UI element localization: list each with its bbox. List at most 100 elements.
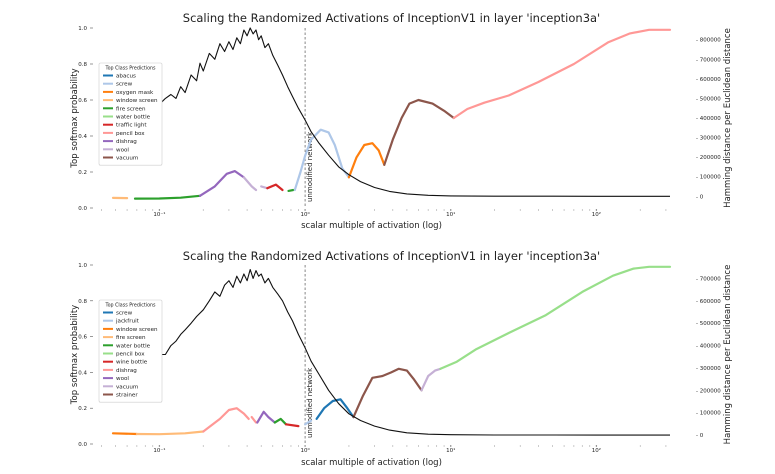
x-tick-label: 10⁻¹: [153, 447, 165, 454]
legend-entry-label: dishrag: [116, 139, 137, 145]
x-minor-tick: [115, 210, 116, 211]
x-minor-tick: [436, 210, 437, 211]
y2-tick-label: - 500000: [696, 96, 721, 102]
x-minor-tick: [127, 446, 128, 447]
legend-entry-label: strainer: [116, 393, 138, 399]
x-tick-label: 10¹: [446, 447, 455, 454]
legend-entry-label: water bottle: [116, 343, 151, 349]
probability-segment: [317, 399, 354, 419]
legend-entry-label: oxygen mask: [116, 90, 154, 96]
x-minor-tick: [589, 446, 590, 447]
x-minor-tick: [291, 210, 292, 211]
x-minor-tick: [261, 210, 262, 211]
x-axis-label: scalar multiple of activation (log): [301, 221, 442, 231]
x-minor-tick: [145, 446, 146, 447]
x-minor-tick: [564, 210, 565, 211]
legend-entry-label: window screen: [116, 327, 158, 333]
x-minor-tick: [665, 210, 666, 211]
x-minor-tick: [564, 446, 565, 447]
legend-entry-label: water bottle: [116, 115, 151, 121]
x-minor-tick: [444, 210, 445, 211]
probability-segment: [275, 419, 286, 424]
y2-tick-label: - 400000: [696, 344, 721, 350]
y-tick-label: 0.2: [78, 170, 87, 176]
x-minor-tick: [136, 210, 137, 211]
x-tick-label: 10¹: [446, 211, 455, 218]
x-minor-tick: [115, 446, 116, 447]
x-minor-tick: [418, 446, 419, 447]
x-tick-label: 10²: [592, 447, 601, 454]
x-minor-tick: [392, 446, 393, 447]
probability-segment: [295, 130, 349, 190]
y2-axis-label: Hamming distance per Euclidean distance: [723, 28, 733, 208]
x-minor-tick: [145, 210, 146, 211]
x-minor-tick: [304, 445, 305, 446]
x-minor-tick: [538, 446, 539, 447]
x-minor-tick: [428, 446, 429, 447]
x-minor-tick: [582, 210, 583, 211]
x-tick-label: 10⁻¹: [153, 211, 165, 218]
y-axis-label: Top softmax probability: [70, 305, 80, 405]
x-minor-tick: [282, 210, 283, 211]
legend-entry-label: wool: [116, 147, 129, 153]
x-axis-label: scalar multiple of activation (log): [301, 458, 442, 468]
y2-tick-label: - 300000: [696, 366, 721, 372]
x-minor-tick: [450, 445, 451, 446]
x-minor-tick: [665, 446, 666, 447]
legend: Top Class Predictionsscrewjackfruitwindo…: [99, 300, 162, 402]
x-minor-tick: [436, 446, 437, 447]
probability-segment: [422, 369, 441, 391]
x-minor-tick: [152, 210, 153, 211]
x-minor-tick: [247, 446, 248, 447]
legend-entry-label: pencil box: [116, 131, 145, 137]
x-minor-tick: [552, 210, 553, 211]
y2-tick-label: - 800000: [696, 38, 721, 44]
x-minor-tick: [159, 445, 160, 446]
x-minor-tick: [272, 210, 273, 211]
probability-segment: [252, 417, 256, 422]
x-minor-tick: [203, 446, 204, 447]
x-minor-tick: [101, 446, 102, 447]
x-minor-tick: [291, 446, 292, 447]
y2-tick-label: - 200000: [696, 155, 721, 161]
x-minor-tick: [406, 446, 407, 447]
probability-segment: [257, 412, 275, 423]
x-minor-tick: [494, 210, 495, 211]
legend-entry-label: jackfruit: [115, 319, 140, 325]
probability-segment: [354, 369, 422, 417]
x-minor-tick: [272, 446, 273, 447]
x-minor-tick: [428, 210, 429, 211]
probability-segment: [441, 267, 671, 369]
x-tick-label: 10²: [592, 211, 601, 218]
x-minor-tick: [261, 446, 262, 447]
legend-title: Top Class Predictions: [104, 303, 156, 309]
y2-axis-label: Hamming distance per Euclidean distance: [723, 265, 733, 445]
probability-segment: [244, 177, 256, 190]
probability-segment: [137, 432, 203, 435]
y-tick-label: 1.0: [78, 26, 87, 32]
y2-tick-label: - 100000: [696, 175, 721, 181]
y2-tick-label: - 200000: [696, 388, 721, 394]
probability-segment: [113, 433, 137, 434]
x-minor-tick: [573, 210, 574, 211]
y2-tick-label: - 700000: [696, 276, 721, 282]
x-minor-tick: [228, 446, 229, 447]
probability-segment: [289, 190, 294, 191]
x-minor-tick: [304, 209, 305, 210]
y2-tick-label: - 300000: [696, 136, 721, 142]
x-minor-tick: [298, 446, 299, 447]
y2-tick-label: - 600000: [696, 77, 721, 83]
x-minor-tick: [494, 446, 495, 447]
probability-segment: [454, 30, 670, 118]
x-minor-tick: [348, 446, 349, 447]
probability-segment: [135, 196, 200, 199]
x-minor-tick: [589, 210, 590, 211]
x-minor-tick: [101, 210, 102, 211]
x-minor-tick: [152, 446, 153, 447]
y2-tick-label: - 0: [696, 433, 704, 439]
x-minor-tick: [520, 446, 521, 447]
y2-tick-label: - 500000: [696, 321, 721, 327]
legend-entry-label: dishrag: [116, 368, 137, 374]
legend-title: Top Class Predictions: [104, 66, 156, 72]
